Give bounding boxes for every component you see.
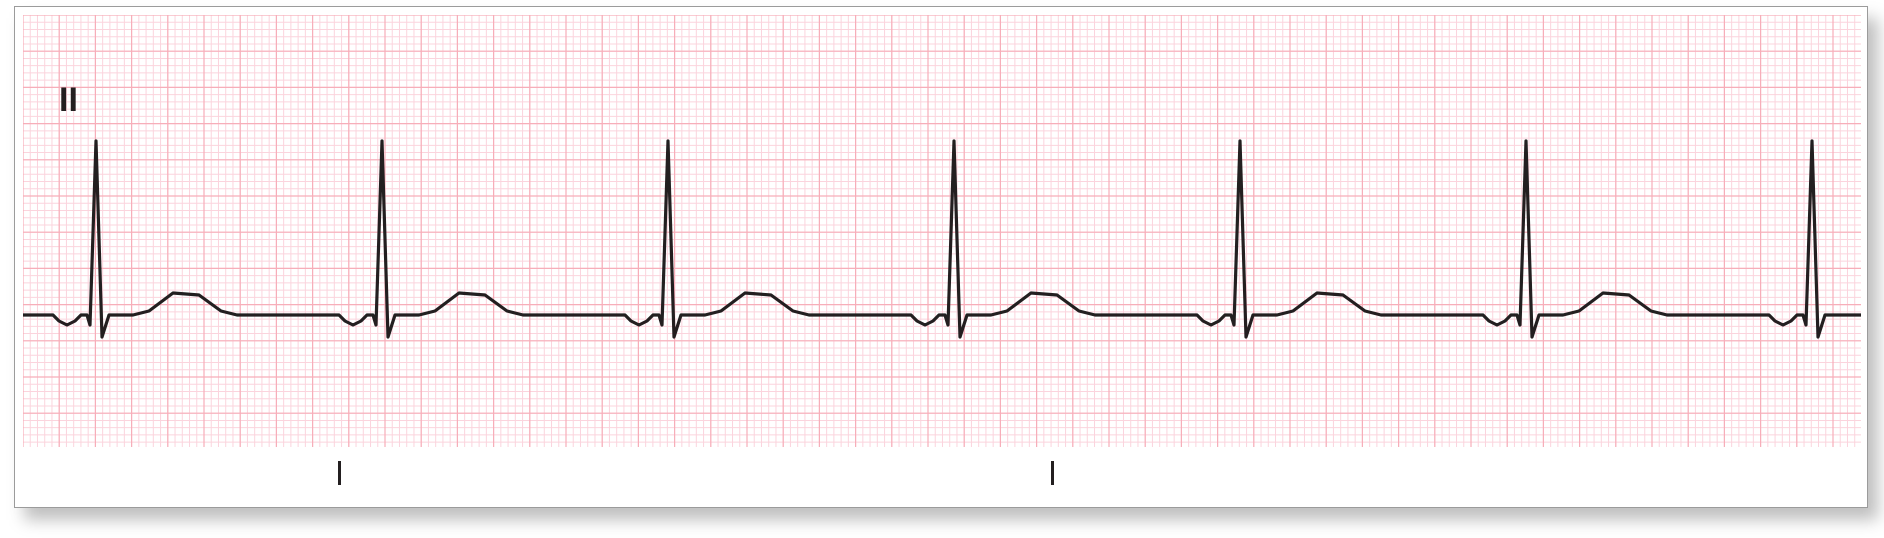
bottom-tick-2 bbox=[1051, 461, 1054, 485]
ecg-grid-area: II bbox=[23, 15, 1861, 447]
lead-label: II bbox=[59, 81, 78, 120]
ecg-strip-frame: II bbox=[14, 6, 1868, 508]
bottom-tick-1 bbox=[338, 461, 341, 485]
ecg-trace-svg bbox=[23, 15, 1861, 447]
